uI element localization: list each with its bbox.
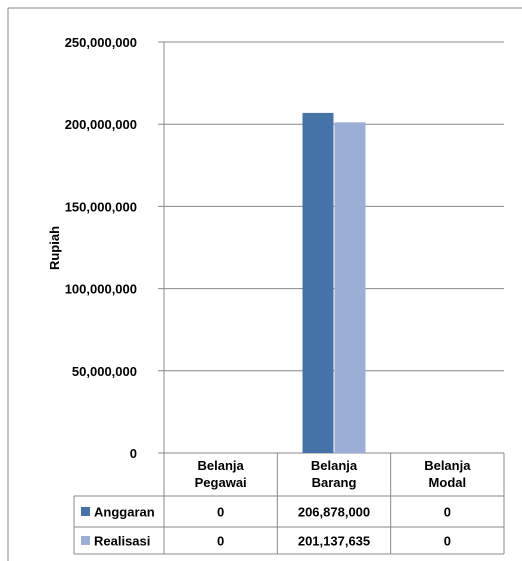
x-tick-label: Belanja: [424, 458, 471, 473]
x-tick-label: Belanja: [311, 458, 358, 473]
data-label: 0: [444, 505, 451, 520]
x-tick-label: Barang: [312, 475, 357, 490]
legend-entry: Realisasi: [94, 534, 150, 549]
bar-anggaran-barang: [302, 112, 334, 453]
bar-realisasi-barang: [334, 122, 366, 454]
y-tick-label: 50,000,000: [72, 364, 137, 379]
legend-key-realisasi: [81, 536, 90, 545]
x-tick-label: Modal: [429, 475, 467, 490]
x-tick-label: Belanja: [198, 458, 245, 473]
y-axis-title: Rupiah: [47, 226, 62, 270]
data-label: 201,137,635: [298, 534, 370, 549]
x-tick-label: Pegawai: [195, 475, 247, 490]
y-tick-label: 150,000,000: [65, 199, 137, 214]
y-tick-label: 0: [130, 446, 137, 461]
data-label: 0: [217, 534, 224, 549]
legend-key-anggaran: [81, 507, 90, 516]
legend-entry: Anggaran: [94, 505, 155, 520]
y-tick-label: 250,000,000: [65, 35, 137, 50]
data-label: 0: [444, 534, 451, 549]
data-label: 206,878,000: [298, 505, 370, 520]
y-tick-label: 200,000,000: [65, 117, 137, 132]
y-tick-label: 100,000,000: [65, 282, 137, 297]
data-label: 0: [217, 505, 224, 520]
